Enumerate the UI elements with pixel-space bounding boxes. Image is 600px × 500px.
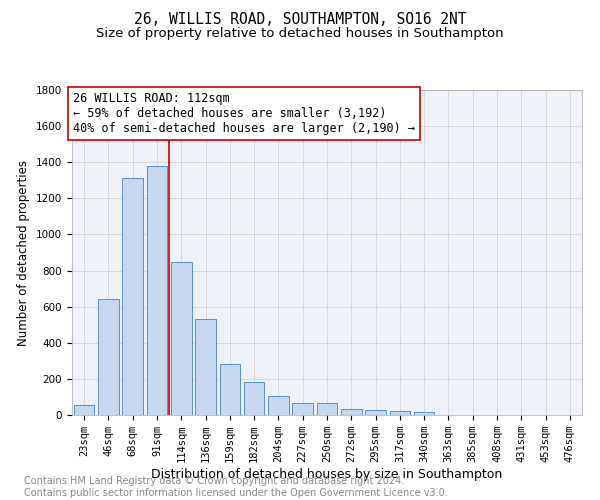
- Bar: [292, 404, 313, 415]
- Bar: [171, 262, 191, 415]
- Bar: [389, 412, 410, 415]
- Bar: [268, 396, 289, 415]
- Bar: [74, 405, 94, 415]
- Bar: [365, 410, 386, 415]
- Bar: [98, 300, 119, 415]
- Bar: [220, 364, 240, 415]
- Bar: [146, 166, 167, 415]
- Text: 26, WILLIS ROAD, SOUTHAMPTON, SO16 2NT: 26, WILLIS ROAD, SOUTHAMPTON, SO16 2NT: [134, 12, 466, 28]
- Text: Size of property relative to detached houses in Southampton: Size of property relative to detached ho…: [96, 28, 504, 40]
- Text: Contains HM Land Registry data © Crown copyright and database right 2024.
Contai: Contains HM Land Registry data © Crown c…: [24, 476, 448, 498]
- X-axis label: Distribution of detached houses by size in Southampton: Distribution of detached houses by size …: [151, 468, 503, 481]
- Y-axis label: Number of detached properties: Number of detached properties: [17, 160, 31, 346]
- Bar: [341, 408, 362, 415]
- Text: 26 WILLIS ROAD: 112sqm
← 59% of detached houses are smaller (3,192)
40% of semi-: 26 WILLIS ROAD: 112sqm ← 59% of detached…: [73, 92, 415, 135]
- Bar: [244, 382, 265, 415]
- Bar: [195, 320, 216, 415]
- Bar: [317, 404, 337, 415]
- Bar: [414, 412, 434, 415]
- Bar: [122, 178, 143, 415]
